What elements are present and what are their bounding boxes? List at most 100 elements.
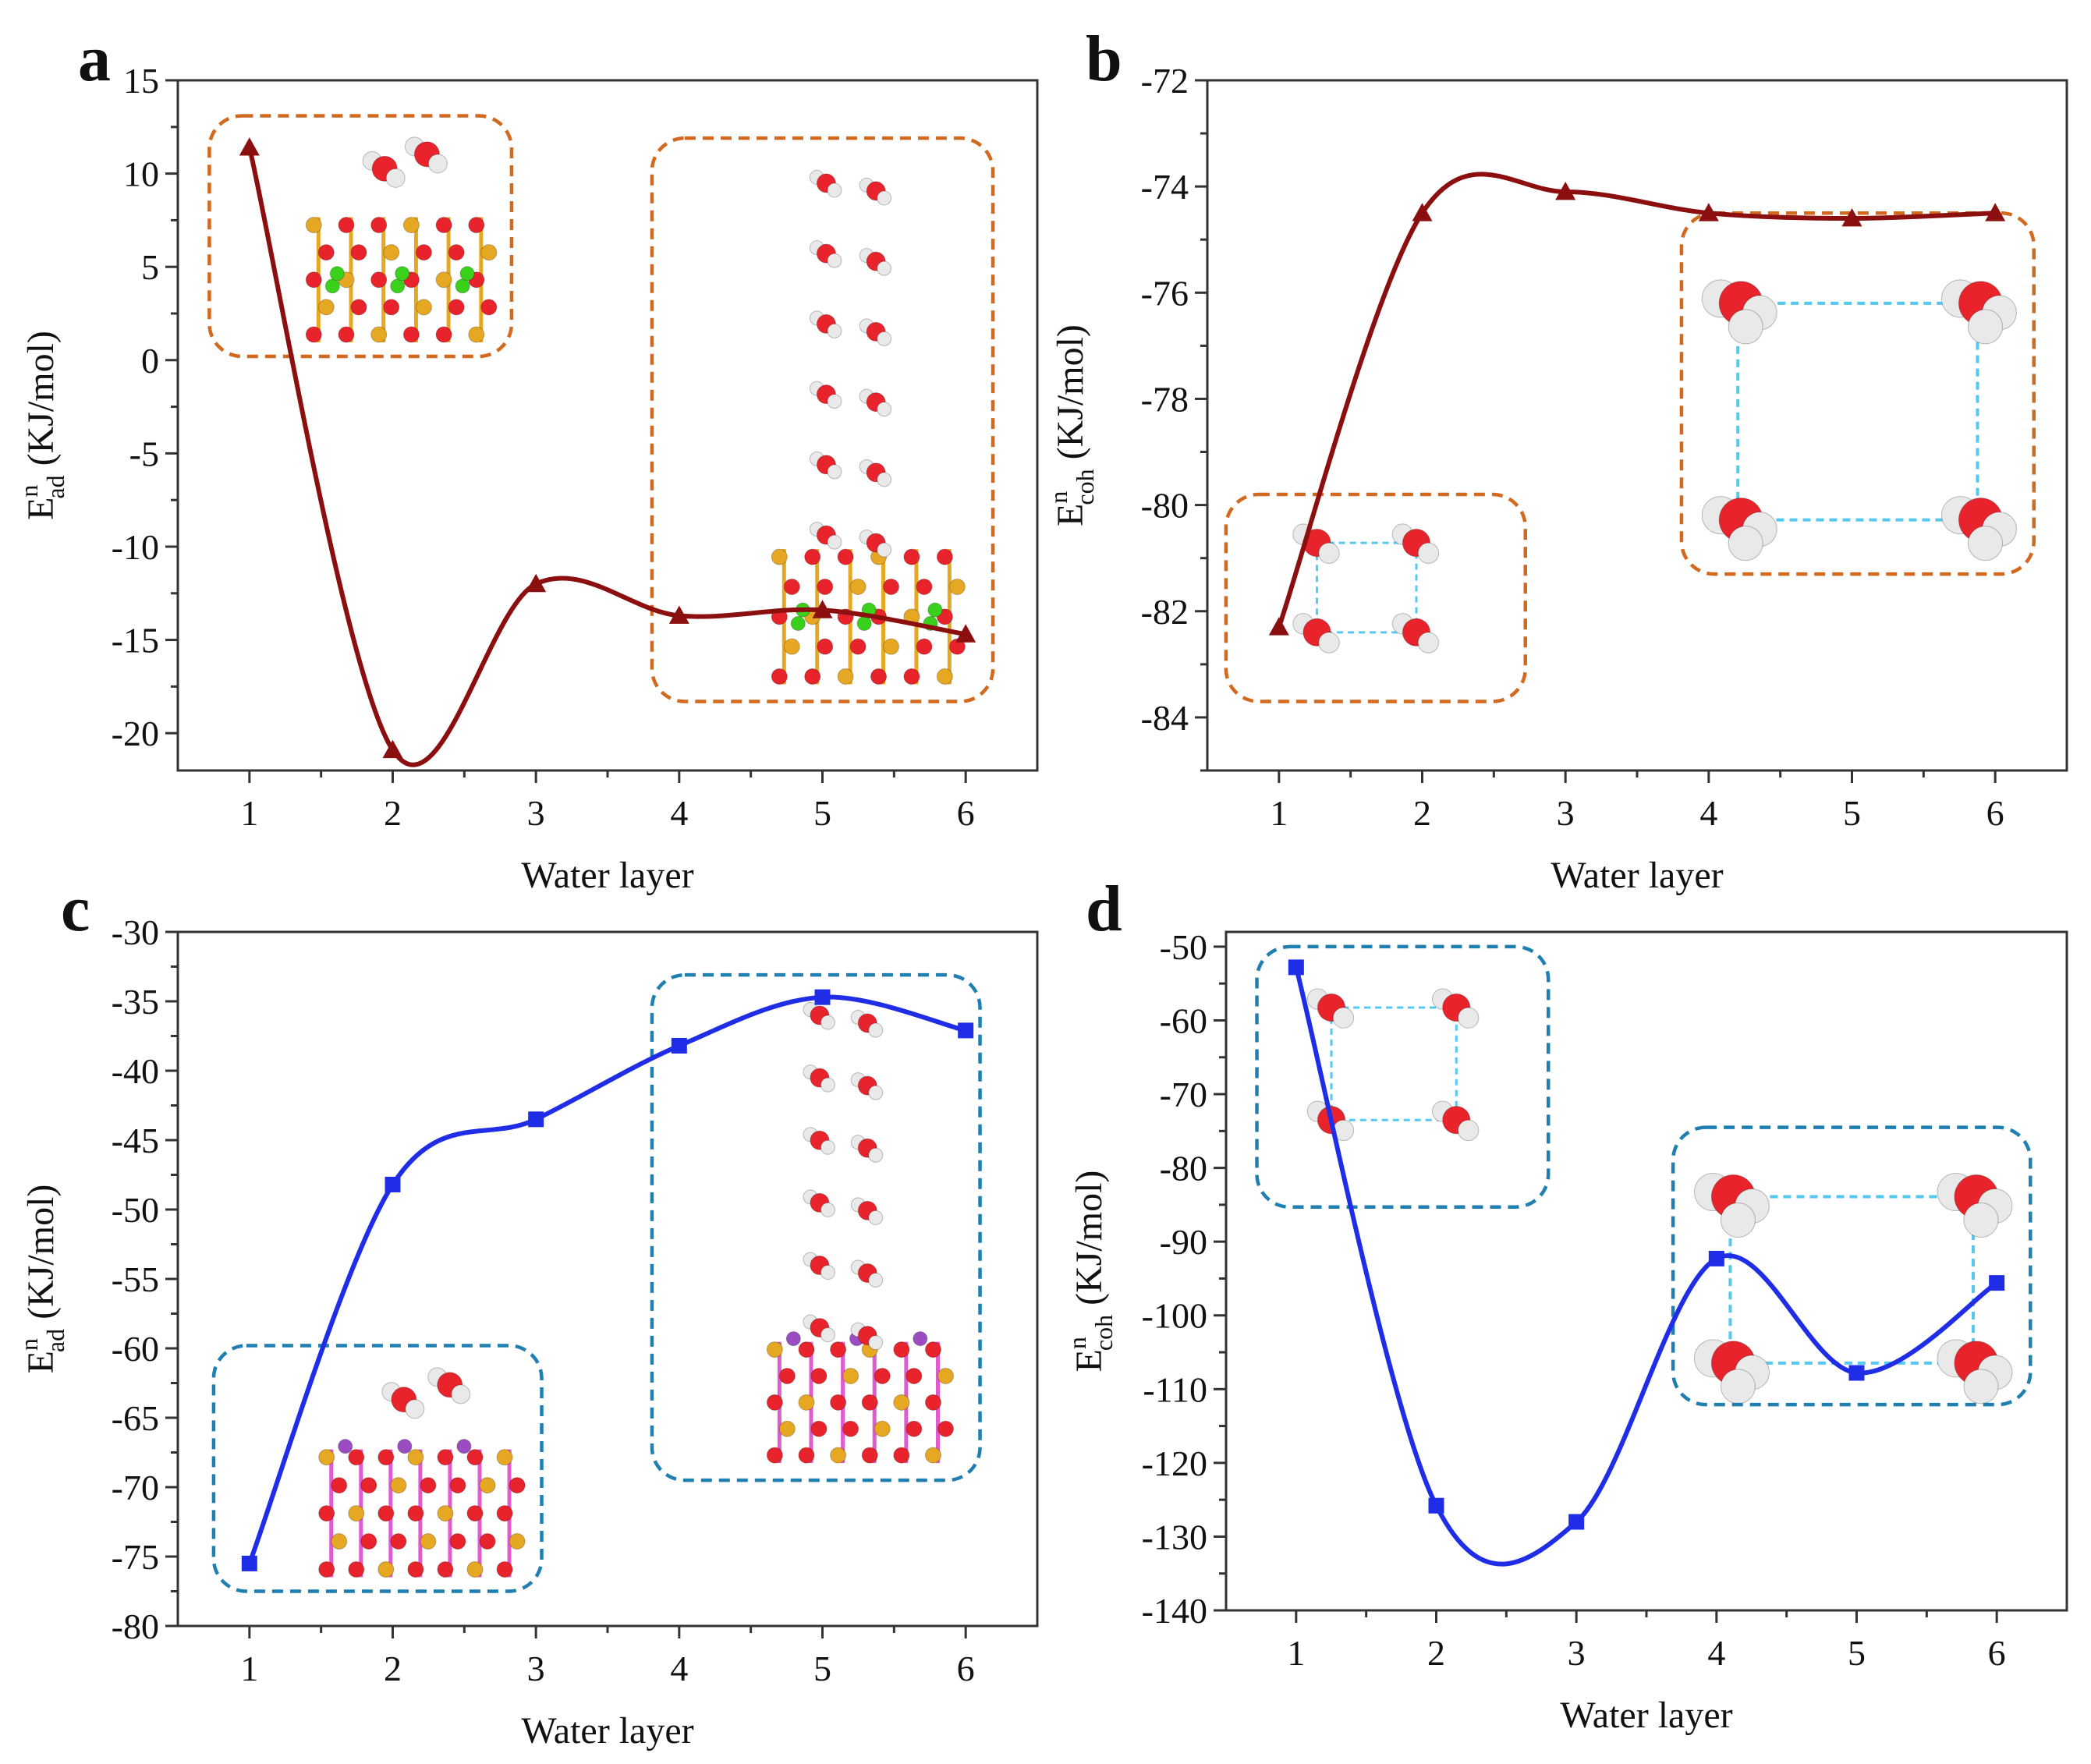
atom [435, 271, 452, 289]
atom [1728, 309, 1763, 345]
x-tick-label: 5 [1848, 1633, 1866, 1673]
y-tick-label: -72 [1141, 61, 1189, 101]
atom [837, 548, 854, 565]
atom [407, 1505, 424, 1522]
atom [820, 1327, 835, 1343]
panel-a: 1 2 3 4 5 6 15 10 5 0 -5 -10 -15 -20 Water layer Enad (… [15, 23, 1039, 896]
x-tick-label: 3 [1568, 1633, 1586, 1673]
atom [810, 1367, 828, 1384]
y-tick-label: -110 [1143, 1369, 1207, 1409]
data-point [814, 989, 831, 1005]
atom [448, 244, 465, 261]
y-tick-label: -80 [1160, 1149, 1207, 1188]
atom [820, 1077, 835, 1093]
atom [1457, 1119, 1480, 1142]
y-axis-title-unit: (KJ/mol) [1069, 1171, 1110, 1315]
atom [496, 1449, 513, 1466]
atom [1417, 632, 1440, 654]
atom [402, 326, 420, 343]
x-tick-label: 4 [1707, 1633, 1725, 1673]
y-axis-title: Encoh (KJ/mol) [1044, 324, 1099, 526]
inset-frame [211, 1344, 544, 1593]
x-tick-label: 1 [1287, 1633, 1305, 1673]
data-point [1985, 203, 2006, 221]
x-tick-label: 6 [1986, 793, 2004, 833]
data-point [1568, 1514, 1585, 1530]
atom [466, 1505, 484, 1522]
atom [437, 1449, 454, 1466]
y-tick-label: -70 [1160, 1075, 1207, 1114]
inset-frame [1679, 211, 2036, 576]
y-tick-label: -60 [112, 1329, 159, 1369]
x-axis-title: Water layer [521, 855, 693, 896]
atom [874, 1367, 891, 1384]
inset-frame [650, 972, 982, 1482]
atom [449, 1477, 466, 1494]
atom [766, 1341, 783, 1358]
atom [318, 1505, 335, 1522]
data-point [668, 605, 689, 624]
data-point [1708, 1250, 1724, 1266]
atom [402, 217, 420, 234]
atom [870, 668, 888, 685]
atom [868, 1210, 884, 1225]
y-axis-title-subscript: ad [41, 1329, 69, 1352]
atom [771, 668, 788, 685]
atom [924, 1341, 941, 1358]
atom [893, 1341, 910, 1358]
y-tick-label: -70 [112, 1468, 159, 1507]
atom [937, 1367, 954, 1384]
y-axis-title-subscript: coh [1071, 469, 1099, 505]
atom [916, 638, 933, 655]
atom [1720, 1202, 1756, 1238]
y-tick-label: 5 [141, 247, 159, 287]
inset-ring-big [1679, 211, 2036, 576]
atom [338, 217, 355, 234]
inset-frame [1255, 944, 1551, 1209]
x-tick-label: 2 [384, 793, 402, 833]
atom [496, 1505, 513, 1522]
y-tick-label: -74 [1141, 167, 1189, 207]
atom [868, 1085, 884, 1100]
atom [849, 638, 867, 655]
y-axis-title-superscript: n [15, 485, 43, 498]
inset-slab-short [207, 114, 514, 359]
atom [893, 1394, 910, 1411]
data-point [1288, 959, 1304, 976]
y-axis-title-superscript: n [1044, 491, 1072, 504]
atom [1417, 542, 1440, 565]
atom [455, 278, 470, 294]
data-point [671, 1037, 687, 1054]
x-axis-title: Water layer [1551, 855, 1723, 896]
y-tick-label: -35 [112, 982, 159, 1022]
atom [331, 1533, 348, 1550]
y-axis-title: Enad (KJ/mol) [15, 1185, 69, 1374]
atom [370, 326, 388, 343]
atom [407, 1449, 424, 1466]
atom [827, 394, 842, 409]
y-tick-label: -120 [1142, 1443, 1207, 1483]
y-tick-label: -5 [129, 434, 159, 473]
atom [348, 1449, 365, 1466]
data-point [239, 137, 260, 156]
atom [883, 578, 900, 595]
atom [479, 1533, 496, 1550]
atom [868, 1272, 884, 1288]
panel-letter: d [1086, 873, 1122, 945]
atom [830, 1394, 847, 1411]
atom [877, 542, 892, 558]
atom [397, 1439, 413, 1454]
atom [466, 1449, 484, 1466]
atom [479, 1477, 496, 1494]
atom [360, 1477, 377, 1494]
y-tick-label: -30 [112, 912, 159, 952]
y-tick-label: -76 [1141, 273, 1189, 313]
atom [778, 1367, 796, 1384]
plot-frame [1206, 79, 2068, 772]
y-tick-label: -60 [1160, 1001, 1207, 1040]
panel-b: 1 2 3 4 5 6 -72 -74 -76 -78 -80 -82 -84 Water layer En… [1044, 23, 2068, 896]
atom [856, 615, 872, 631]
atom [785, 1331, 801, 1347]
atom [783, 578, 800, 595]
atom [790, 615, 806, 631]
